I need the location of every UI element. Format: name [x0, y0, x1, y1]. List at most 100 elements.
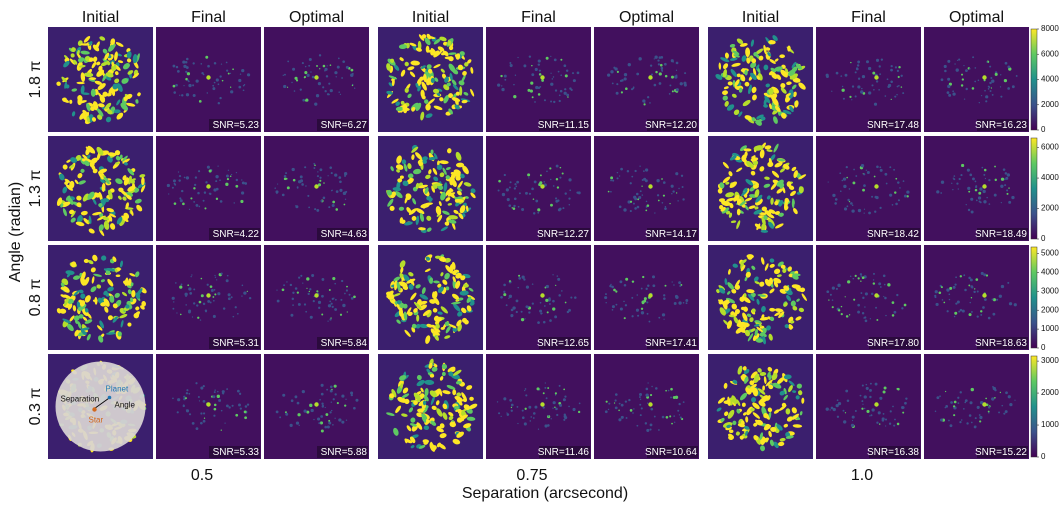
speckle: [186, 57, 189, 61]
speckle: [329, 318, 332, 321]
speckle: [772, 35, 778, 42]
speckle: [981, 166, 984, 169]
speckle: [741, 55, 747, 62]
speckle: [641, 300, 645, 304]
speckle: [537, 321, 540, 324]
speckle: [325, 413, 329, 416]
speckle: [433, 315, 440, 322]
speckle: [320, 392, 324, 396]
speckle: [792, 390, 797, 393]
speckle: [524, 318, 526, 320]
snr-label: SNR=18.49: [975, 229, 1027, 240]
image-panel: [48, 245, 153, 350]
speckle: [433, 38, 441, 45]
speckle: [79, 112, 86, 120]
speckle: [419, 213, 425, 222]
speckle: [894, 418, 896, 421]
speckle: [722, 63, 729, 70]
speckle: [842, 97, 845, 100]
speckle: [440, 226, 448, 232]
speckle: [101, 255, 107, 261]
speckle: [100, 279, 105, 283]
image-panel: [708, 354, 813, 459]
speckle: [503, 293, 507, 297]
colorbar: [1030, 355, 1038, 458]
planet-spot: [540, 293, 545, 298]
speckle: [727, 81, 733, 86]
speckle: [963, 64, 965, 67]
speckle: [191, 421, 195, 425]
speckle: [298, 276, 301, 279]
speckle: [339, 93, 342, 95]
speckle: [429, 374, 435, 378]
speckle: [401, 393, 410, 399]
speckle: [769, 288, 775, 294]
image-panel: [378, 27, 483, 132]
speckle: [440, 191, 446, 201]
speckle: [173, 202, 177, 205]
speckle: [670, 59, 674, 63]
speckle: [731, 395, 738, 405]
speckle: [658, 316, 661, 319]
speckle: [420, 65, 426, 69]
speckle: [215, 78, 219, 82]
speckle: [783, 285, 790, 291]
speckle: [192, 93, 196, 97]
speckle: [793, 170, 798, 178]
speckle: [670, 184, 674, 188]
speckle: [555, 407, 558, 411]
speckle: [187, 80, 190, 83]
speckle: [90, 286, 97, 293]
speckle: [543, 305, 546, 307]
speckle: [316, 290, 319, 293]
speckle: [548, 297, 551, 300]
speckle: [757, 388, 766, 395]
speckle: [875, 306, 878, 309]
speckle: [753, 51, 758, 57]
speckle: [329, 64, 332, 66]
speckle: [537, 63, 541, 66]
speckle: [736, 167, 743, 172]
speckle: [895, 177, 898, 180]
speckle: [783, 163, 790, 170]
speckle: [445, 265, 452, 273]
speckle: [115, 178, 123, 185]
speckle: [455, 151, 462, 161]
speckle: [75, 155, 82, 161]
speckle: [545, 284, 550, 289]
speckle: [179, 285, 183, 289]
speckle: [186, 389, 189, 392]
speckle: [554, 392, 558, 395]
speckle: [961, 78, 965, 81]
speckle: [224, 422, 226, 424]
speckle: [721, 207, 730, 214]
speckle: [73, 315, 80, 321]
speckle: [550, 178, 552, 181]
speckle: [334, 308, 338, 311]
speckle: [192, 62, 195, 65]
speckle: [727, 282, 735, 290]
speckle: [285, 172, 288, 175]
image-panel: SNR=6.27: [264, 27, 369, 132]
speckle: [1008, 302, 1013, 306]
speckle: [773, 441, 779, 449]
speckle: [653, 83, 657, 87]
snr-bg: [977, 446, 1028, 458]
speckle: [304, 166, 307, 169]
image-panel: [48, 136, 153, 241]
speckle: [611, 82, 614, 85]
speckle: [415, 102, 422, 111]
speckle: [884, 172, 888, 176]
speckle: [871, 195, 874, 198]
speckle: [97, 325, 103, 331]
speckle: [949, 424, 953, 428]
speckle: [239, 73, 242, 75]
speckle: [425, 45, 430, 53]
speckle: [742, 296, 751, 304]
speckle: [399, 375, 407, 381]
speckle: [664, 207, 667, 210]
speckle: [227, 169, 230, 171]
speckle: [832, 407, 836, 412]
speckle: [677, 200, 679, 202]
speckle: [77, 321, 82, 329]
